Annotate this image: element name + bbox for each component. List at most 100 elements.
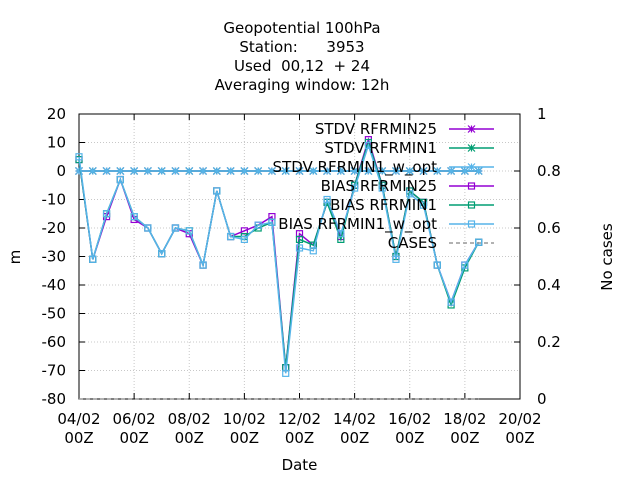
- data-point: [364, 167, 373, 175]
- data-point: [130, 213, 138, 221]
- legend-label: STDV RFRMIN25: [315, 120, 437, 138]
- data-point: [185, 227, 193, 235]
- data-point: [282, 369, 290, 377]
- data-point: [88, 167, 97, 175]
- data-point: [378, 167, 387, 175]
- data-point: [75, 167, 83, 175]
- y-tick-label: -10: [42, 191, 67, 209]
- data-point: [171, 224, 180, 232]
- y-tick-label: -40: [42, 276, 67, 294]
- data-point: [281, 167, 290, 175]
- y-axis-label: m: [6, 250, 24, 265]
- data-point: [406, 190, 414, 198]
- data-point: [475, 238, 483, 246]
- y2-tick-label: 1: [537, 105, 547, 123]
- data-point: [474, 167, 483, 175]
- chart-title-line: Averaging window: 12h: [215, 76, 390, 94]
- data-point: [309, 247, 317, 255]
- x-tick-label: 06/02: [113, 410, 156, 428]
- y-tick-label: -20: [42, 219, 67, 237]
- data-point: [102, 167, 111, 175]
- data-point: [447, 298, 455, 306]
- legend-marker: [467, 125, 476, 133]
- series-5: [75, 141, 483, 377]
- y2-tick-label: 0.2: [537, 333, 561, 351]
- series-2: [75, 167, 483, 175]
- data-point: [240, 167, 249, 175]
- data-point: [323, 195, 331, 204]
- data-point: [295, 235, 304, 243]
- data-point: [199, 167, 207, 175]
- data-point: [378, 184, 386, 192]
- x-tick-label-hour: 00Z: [119, 429, 148, 447]
- chart-title-line: Station: 3953: [239, 38, 364, 56]
- x-tick-label: 10/02: [223, 410, 266, 428]
- data-point: [351, 184, 359, 192]
- x-tick-label: 04/02: [57, 410, 100, 428]
- x-tick-label: 14/02: [333, 410, 376, 428]
- x-tick-label-hour: 00Z: [64, 429, 93, 447]
- x-tick-label: 20/02: [498, 410, 541, 428]
- legend-label: STDV RFRMIN1_w_opt: [273, 158, 438, 177]
- data-point: [254, 221, 262, 229]
- data-point: [158, 250, 166, 258]
- x-axis: 04/0200Z06/0200Z08/0200Z10/0200Z12/0200Z…: [57, 114, 542, 447]
- data-point: [130, 167, 139, 175]
- y2-axis-label: No cases: [598, 223, 616, 291]
- legend-label: BIAS RFRMIN1: [330, 196, 437, 214]
- y2-axis: 1 0.8 0.6 0.4 0.2 0: [514, 105, 561, 408]
- y-tick-label: -30: [42, 248, 67, 266]
- y2-tick-label: 0.6: [537, 219, 561, 237]
- data-point: [419, 201, 428, 209]
- data-point: [405, 167, 414, 175]
- data-point: [116, 167, 125, 175]
- data-point: [185, 167, 194, 175]
- data-point: [392, 167, 400, 175]
- x-tick-label: 08/02: [168, 410, 211, 428]
- x-tick-label: 12/02: [278, 410, 321, 428]
- x-tick-label: 18/02: [443, 410, 486, 428]
- y2-tick-label: 0.8: [537, 162, 561, 180]
- data-point: [336, 167, 345, 175]
- data-point: [212, 167, 221, 175]
- x-tick-label: 16/02: [388, 410, 431, 428]
- data-point: [102, 210, 111, 218]
- data-point: [295, 244, 304, 252]
- x-tick-label-hour: 00Z: [395, 429, 424, 447]
- series-line: [78, 142, 480, 374]
- data-point: [433, 261, 441, 269]
- legend-marker: [467, 182, 476, 190]
- y-tick-label: 10: [47, 134, 66, 152]
- data-point: [350, 167, 359, 175]
- data-point: [226, 167, 235, 175]
- x-axis-label: Date: [282, 456, 318, 474]
- data-point: [447, 167, 456, 175]
- data-point: [419, 167, 428, 175]
- data-point: [337, 230, 345, 238]
- y-tick-label: 20: [47, 105, 66, 123]
- y-axis: 20 10 0 -10 -20 -30 -40 -50 -60 -70 -80: [42, 105, 85, 408]
- data-point: [364, 141, 373, 149]
- legend-marker: [467, 220, 476, 228]
- x-tick-label-hour: 00Z: [285, 429, 314, 447]
- data-point: [309, 167, 318, 175]
- x-tick-label-hour: 00Z: [175, 429, 204, 447]
- chart-title-line: Used 00,12 + 24: [234, 57, 370, 75]
- data-point: [89, 255, 97, 263]
- data-point: [144, 224, 152, 232]
- y-tick-label: -70: [42, 362, 67, 380]
- data-point: [75, 153, 83, 161]
- series-layer: [75, 136, 483, 400]
- legend-label: STDV RFRMIN1: [324, 139, 437, 157]
- data-point: [254, 167, 263, 175]
- data-point: [116, 175, 124, 184]
- data-point: [226, 232, 235, 241]
- data-point: [157, 167, 166, 175]
- chart-title-line: Geopotential 100hPa: [223, 19, 380, 37]
- legend-marker: [467, 163, 476, 171]
- grid: [78, 113, 521, 400]
- data-point: [199, 261, 207, 269]
